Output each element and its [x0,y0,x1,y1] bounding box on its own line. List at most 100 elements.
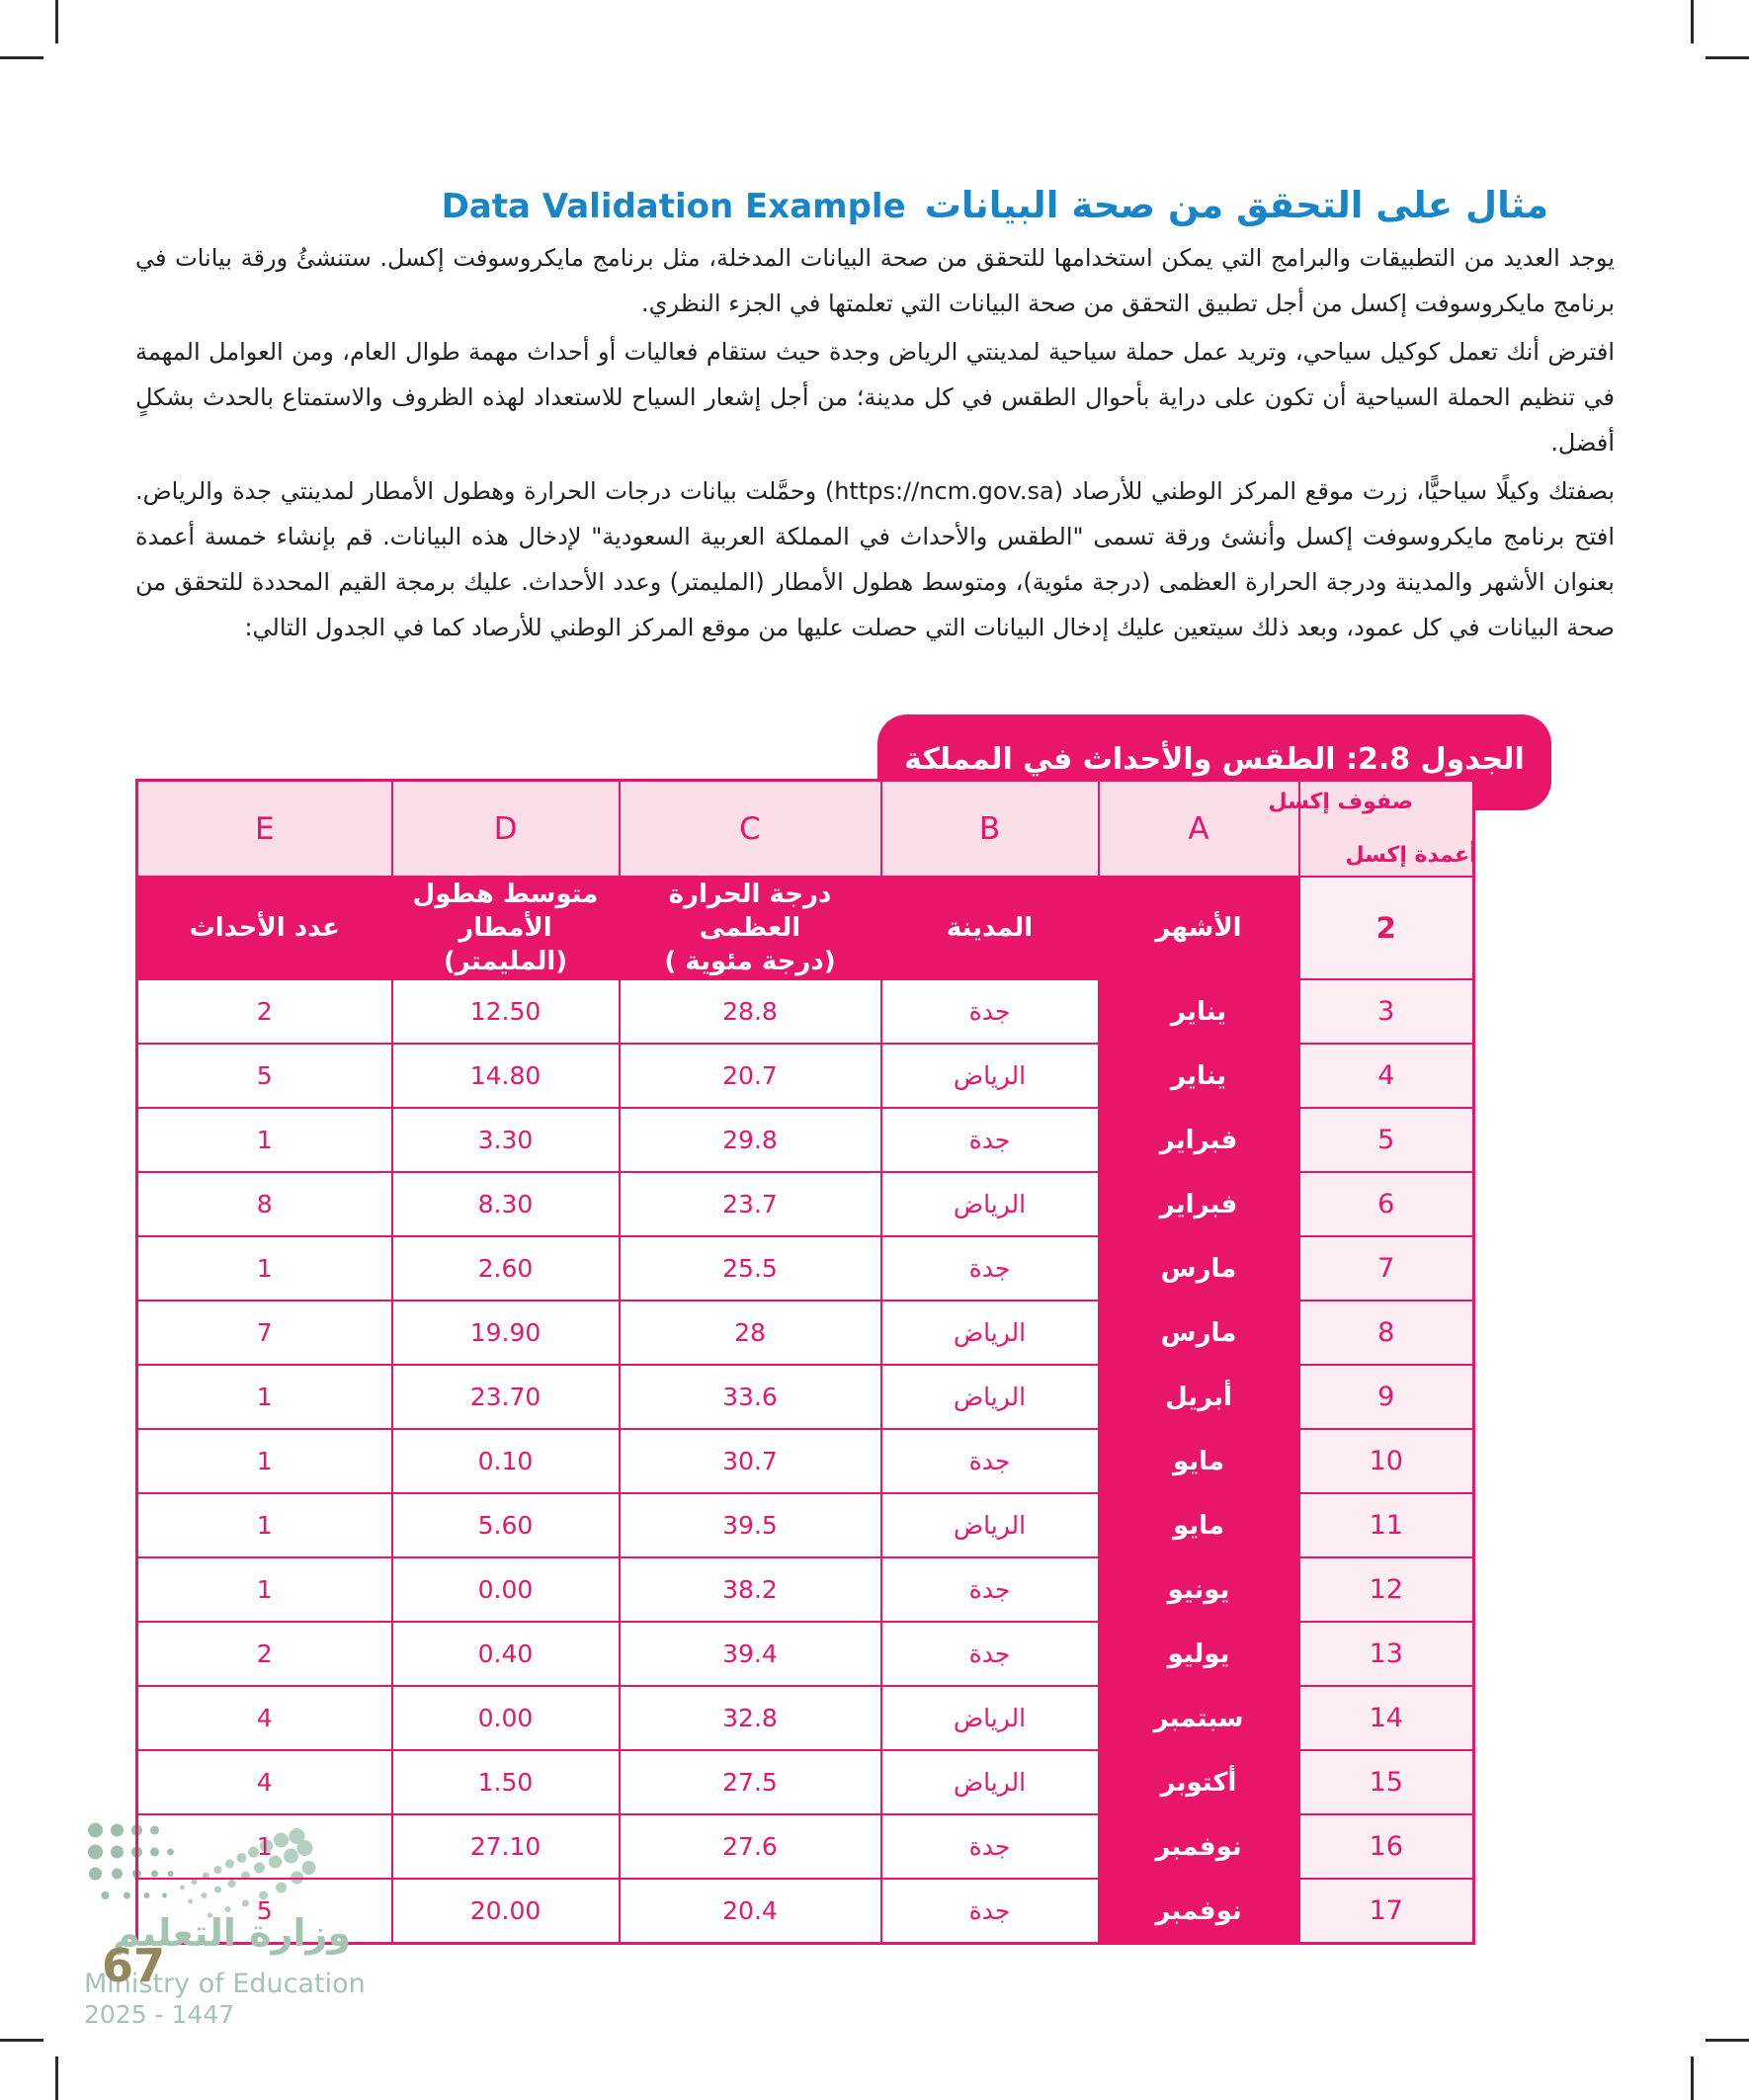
city-cell: جدة [879,978,1100,1045]
table-row: 5 فبراير جدة 29.8 3.30 1 [135,1107,1475,1173]
city-cell: الرياض [879,1685,1100,1751]
month-cell: مارس [1097,1235,1300,1302]
body-text: يوجد العديد من التطبيقات والبرامج التي ي… [135,235,1615,653]
excel-row-number: 17 [1297,1878,1475,1945]
city-cell: الرياض [879,1364,1100,1430]
ministry-wordmark-arabic: وزارة التعليم [112,1911,351,1955]
city-cell: الرياض [879,1171,1100,1237]
city-cell: جدة [879,1878,1100,1945]
city-cell: الرياض [879,1300,1100,1366]
events-count-cell: 5 [135,1043,393,1109]
events-count-cell: 1 [135,1813,393,1880]
city-cell: جدة [879,1107,1100,1173]
max-temp-cell: 27.6 [618,1813,882,1880]
table-row: 3 يناير جدة 28.8 12.50 2 [135,978,1475,1045]
month-cell: سبتمبر [1097,1685,1300,1751]
excel-letter-c: C [618,779,882,878]
excel-row-number: 3 [1297,978,1475,1045]
events-count-cell: 2 [135,1621,393,1687]
excel-row-number: 12 [1297,1556,1475,1623]
crop-mark-bottom-right-v [1691,2057,1694,2100]
events-count-cell: 8 [135,1171,393,1237]
table-row: 14 سبتمبر الرياض 32.8 0.00 4 [135,1685,1475,1751]
month-cell: نوفمبر [1097,1878,1300,1945]
section-title-english: Data Validation Example [441,187,906,226]
excel-row-number: 9 [1297,1364,1475,1430]
city-cell: جدة [879,1621,1100,1687]
paragraph-scenario: افترض أنك تعمل كوكيل سياحي، وتريد عمل حم… [135,338,1615,457]
events-count-cell: 1 [135,1492,393,1558]
max-temp-cell: 29.8 [618,1107,882,1173]
city-cell: الرياض [879,1043,1100,1109]
city-cell: جدة [879,1556,1100,1623]
month-cell: مارس [1097,1300,1300,1366]
table-row: 7 مارس جدة 25.5 2.60 1 [135,1235,1475,1302]
avg-rain-cell: 12.50 [390,978,621,1045]
table-row: 4 يناير الرياض 20.7 14.80 5 [135,1043,1475,1109]
weather-events-table: صفوف إكسل أعمدة إكسل A B C D E 2 الأشهر … [135,779,1477,1945]
month-cell: يناير [1097,978,1300,1045]
events-count-cell: 1 [135,1364,393,1430]
excel-row-number: 16 [1297,1813,1475,1880]
avg-rain-cell: 14.80 [390,1043,621,1109]
avg-rain-cell: 0.00 [390,1556,621,1623]
month-cell: مايو [1097,1492,1300,1558]
crop-mark-top-left-h [0,56,43,59]
crop-mark-top-right-h [1706,56,1749,59]
edition-years: 2025 - 1447 [84,2000,235,2029]
avg-rain-cell: 23.70 [390,1364,621,1430]
events-count-cell: 4 [135,1749,393,1815]
paragraph-intro: يوجد العديد من التطبيقات والبرامج التي ي… [135,244,1615,317]
max-temp-cell: 20.7 [618,1043,882,1109]
excel-row-number: 10 [1297,1428,1475,1494]
max-temp-cell: 39.4 [618,1621,882,1687]
crop-mark-top-right-v [1691,0,1694,43]
page-number: 67 [102,1939,166,1992]
avg-rain-cell: 19.90 [390,1300,621,1366]
excel-letters-row: صفوف إكسل أعمدة إكسل A B C D E [135,779,1477,878]
max-temp-cell: 23.7 [618,1171,882,1237]
month-cell: فبراير [1097,1107,1300,1173]
excel-row-number: 13 [1297,1621,1475,1687]
table-row: 11 مايو الرياض 39.5 5.60 1 [135,1492,1475,1558]
excel-row-number: 5 [1297,1107,1475,1173]
max-temp-cell: 28 [618,1300,882,1366]
max-temp-cell: 33.6 [618,1364,882,1430]
crop-mark-bottom-left-v [55,2057,58,2100]
events-count-cell: 5 [135,1878,393,1945]
column-header-months: الأشهر [1097,876,1300,980]
events-count-cell: 2 [135,978,393,1045]
column-header-max-temp: درجة الحرارة العظمى (درجة مئوية ) [618,876,882,980]
weather-events-table-wrap: صفوف إكسل أعمدة إكسل A B C D E 2 الأشهر … [135,779,1477,1945]
corner-columns-label: أعمدة إكسل [1345,843,1477,868]
city-cell: جدة [879,1428,1100,1494]
month-cell: نوفمبر [1097,1813,1300,1880]
avg-rain-cell: 0.40 [390,1621,621,1687]
excel-row-number: 14 [1297,1685,1475,1751]
events-count-cell: 7 [135,1300,393,1366]
city-cell: جدة [879,1235,1100,1302]
table-body: 3 يناير جدة 28.8 12.50 2 4 يناير الرياض … [135,978,1475,1945]
table-row: 12 يونيو جدة 38.2 0.00 1 [135,1556,1475,1623]
avg-rain-cell: 3.30 [390,1107,621,1173]
ncm-url: https://ncm.gov.sa [834,477,1054,505]
city-cell: جدة [879,1813,1100,1880]
events-count-cell: 1 [135,1107,393,1173]
month-cell: أبريل [1097,1364,1300,1430]
excel-row-number: 6 [1297,1171,1475,1237]
month-cell: مايو [1097,1428,1300,1494]
table-row: 15 أكتوبر الرياض 27.5 1.50 4 [135,1749,1475,1815]
excel-letter-d: D [390,779,621,878]
max-temp-cell: 20.4 [618,1878,882,1945]
events-count-cell: 1 [135,1235,393,1302]
avg-rain-cell: 20.00 [390,1878,621,1945]
ministry-name-english: Ministry of Education [84,1969,366,1999]
max-temp-cell: 27.5 [618,1749,882,1815]
month-cell: يوليو [1097,1621,1300,1687]
events-count-cell: 4 [135,1685,393,1751]
excel-row-number: 4 [1297,1043,1475,1109]
excel-row-number: 2 [1297,876,1475,980]
crop-mark-bottom-left-h [0,2039,43,2042]
paragraph-instructions-start: بصفتك وكيلًا سياحيًّا، زرت موقع المركز ا… [1053,477,1615,505]
